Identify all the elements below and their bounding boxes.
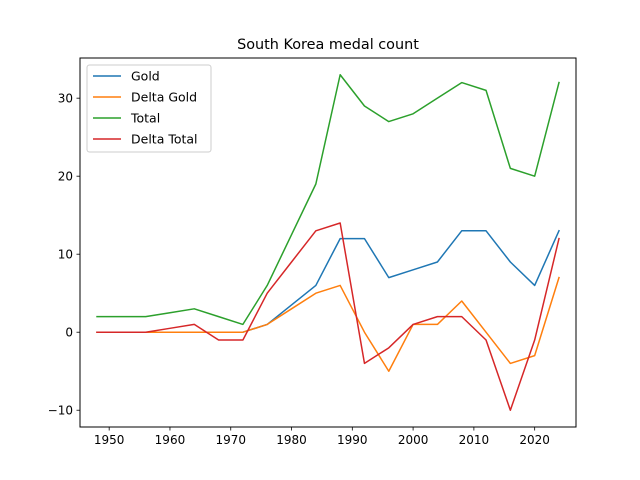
legend: Gold Delta Gold Total Delta Total <box>86 64 212 153</box>
x-tick-label: 2010 <box>459 433 490 447</box>
legend-label: Gold <box>131 69 160 84</box>
series-line-delta-total <box>96 222 560 411</box>
x-tick-label: 1950 <box>94 433 125 447</box>
chart-title: South Korea medal count <box>237 37 419 53</box>
x-tick-label: 2000 <box>398 433 429 447</box>
x-tick-label: 1980 <box>276 433 307 447</box>
series-layer <box>96 74 560 411</box>
y-tick-label: 0 <box>65 326 73 340</box>
legend-box <box>86 64 212 153</box>
x-tick-label: 2020 <box>519 433 550 447</box>
legend-label: Delta Gold <box>131 90 197 105</box>
plot-frame <box>79 57 577 428</box>
legend-label: Delta Total <box>131 132 198 147</box>
y-axis: −10 0 10 20 30 <box>48 91 80 418</box>
series-line-total <box>96 74 560 326</box>
y-tick-label: 10 <box>58 248 73 262</box>
x-tick-label: 1970 <box>215 433 246 447</box>
x-tick-label: 1990 <box>337 433 368 447</box>
legend-label: Total <box>130 111 160 126</box>
x-tick-label: 1960 <box>155 433 186 447</box>
x-axis: 1950 1960 1970 1980 1990 2000 2010 2020 <box>94 427 550 447</box>
series-line-delta-gold <box>96 276 560 372</box>
y-tick-label: 30 <box>58 91 73 105</box>
y-tick-label: 20 <box>58 169 73 183</box>
y-tick-label: −10 <box>48 404 73 418</box>
